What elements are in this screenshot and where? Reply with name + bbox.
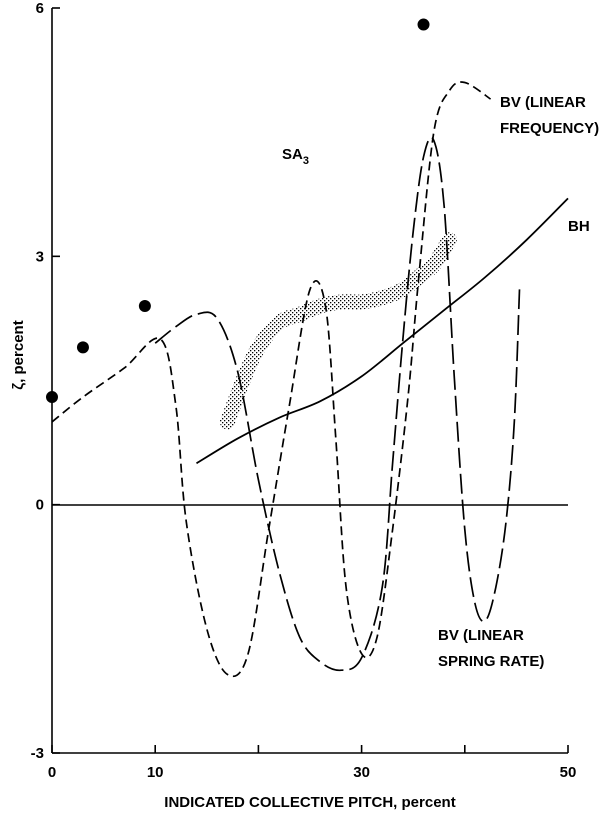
x-tick-label: 50	[560, 764, 577, 781]
series-line-1	[154, 136, 521, 672]
data-point	[76, 341, 89, 354]
data-point	[46, 391, 58, 404]
bv-spring-rate-label-line1: BV (LINEAR	[438, 627, 524, 644]
y-tick-label: 3	[36, 248, 44, 265]
bh-label: BH	[568, 218, 590, 235]
y-axis-title: ζ, percent	[10, 320, 27, 389]
bv-spring-rate-label-line2: SPRING RATE)	[438, 653, 544, 670]
sa3-label: SA3	[282, 146, 309, 167]
points-layer	[46, 18, 430, 404]
x-tick-label: 0	[48, 764, 56, 781]
x-axis-title: INDICATED COLLECTIVE PITCH, percent	[164, 794, 455, 811]
series-band	[219, 232, 457, 430]
x-tick-label: 30	[353, 764, 370, 781]
bv-frequency-label-line1: BV (LINEAR	[500, 94, 586, 111]
y-tick-label: -3	[31, 745, 44, 762]
bv-frequency-label-line2: FREQUENCY)	[500, 120, 599, 137]
axis-ticks	[51, 7, 569, 754]
x-tick-label: 10	[147, 764, 164, 781]
series-line-0	[51, 81, 492, 678]
series-line-2	[196, 197, 569, 465]
y-tick-label: 0	[36, 497, 44, 514]
series-layer	[51, 81, 569, 678]
data-point	[138, 300, 151, 312]
data-point	[417, 18, 430, 31]
y-tick-label: 6	[36, 0, 44, 17]
